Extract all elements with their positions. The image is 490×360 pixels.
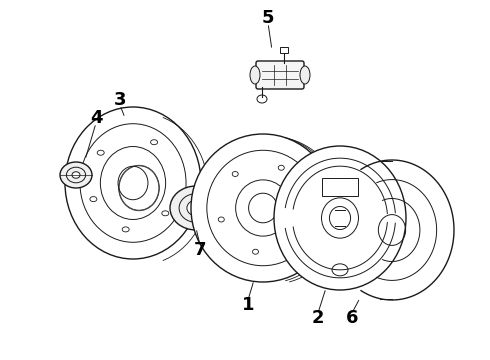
Text: 4: 4: [90, 109, 102, 127]
Ellipse shape: [90, 197, 97, 202]
Ellipse shape: [332, 264, 348, 276]
Ellipse shape: [162, 211, 169, 216]
Bar: [280, 47, 288, 53]
Ellipse shape: [300, 66, 310, 84]
Ellipse shape: [252, 249, 259, 254]
Ellipse shape: [100, 147, 166, 220]
Ellipse shape: [232, 171, 238, 176]
Ellipse shape: [257, 95, 267, 103]
Ellipse shape: [150, 140, 158, 145]
Bar: [322, 179, 358, 197]
Ellipse shape: [72, 172, 80, 178]
FancyBboxPatch shape: [256, 61, 304, 89]
Ellipse shape: [97, 150, 104, 155]
Text: 3: 3: [114, 91, 126, 109]
Ellipse shape: [187, 200, 205, 216]
Ellipse shape: [60, 162, 92, 188]
Ellipse shape: [122, 227, 129, 232]
Ellipse shape: [236, 180, 291, 236]
Text: 6: 6: [346, 309, 358, 327]
Text: 7: 7: [194, 241, 206, 259]
Ellipse shape: [191, 134, 335, 282]
Text: 1: 1: [242, 296, 254, 314]
Text: 2: 2: [312, 309, 324, 327]
Ellipse shape: [274, 146, 406, 290]
Ellipse shape: [295, 231, 301, 236]
Ellipse shape: [170, 186, 222, 230]
Ellipse shape: [248, 193, 277, 223]
Ellipse shape: [250, 66, 260, 84]
Ellipse shape: [118, 166, 148, 200]
Ellipse shape: [278, 165, 284, 170]
Ellipse shape: [218, 217, 224, 222]
Text: 5: 5: [262, 9, 274, 27]
Ellipse shape: [65, 107, 201, 259]
